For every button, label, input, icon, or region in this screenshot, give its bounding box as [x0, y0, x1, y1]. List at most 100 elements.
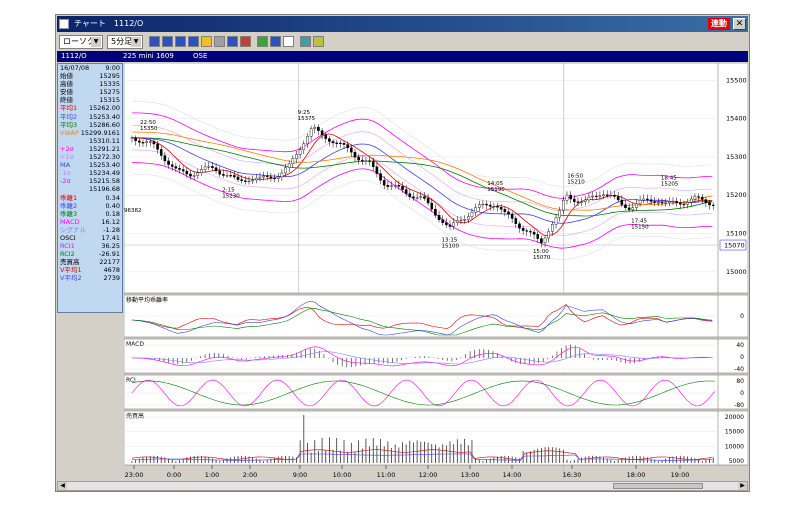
candle-up [254, 177, 258, 181]
indicator-row: 始値 15295 [58, 72, 122, 80]
panel-tick-label: 10000 [725, 443, 744, 450]
options-icon[interactable] [240, 36, 251, 47]
chart-type-select[interactable]: ローソク ▼ [59, 35, 103, 49]
moving-average-3 [132, 137, 713, 217]
candle-up [609, 194, 613, 197]
candle-down [229, 175, 232, 177]
indicator-row: 終値 15315 [58, 96, 122, 104]
candle-up [686, 202, 689, 205]
candle-down [368, 160, 371, 162]
chart-window: チャート 1112/O 連動 ✕ ローソク ▼ 5分足 ▼ 1112/O 225… [55, 14, 750, 492]
candle-down [357, 156, 360, 161]
candle-up [452, 222, 455, 227]
pen-icon[interactable] [257, 36, 268, 47]
indicator-value: -1.28 [103, 225, 120, 234]
annotation-time: 15:00 [533, 249, 549, 255]
annotation-value: 15070 [533, 255, 551, 261]
compare-icon[interactable] [227, 36, 238, 47]
refresh-icon[interactable] [300, 36, 311, 47]
candle-up [287, 163, 291, 168]
bollinger-band-2sigma-upper [132, 112, 713, 199]
chart-line-icon[interactable] [149, 36, 160, 47]
panel-title: RCI [126, 377, 136, 384]
candle-down [218, 170, 222, 175]
chevron-down-icon[interactable]: ▼ [91, 37, 101, 47]
candle-down [178, 168, 181, 170]
candle-up [415, 197, 419, 199]
chart-area[interactable]: 15500 15400 15300 15200 15100 15000 15070 96382… [124, 63, 748, 479]
price-tick-label: 15400 [726, 115, 747, 123]
horizontal-scrollbar[interactable]: ◀ ▶ [57, 481, 748, 491]
candle-down [646, 198, 649, 200]
scroll-thumb[interactable] [613, 483, 703, 489]
macd-signal-line [132, 351, 713, 365]
price-tick-label: 15500 [726, 76, 747, 84]
x-tick-label: 19:00 [671, 471, 690, 479]
bollinger-band-3sigma-lower [132, 173, 713, 261]
eraser-icon[interactable] [283, 36, 294, 47]
candle-up [207, 166, 211, 168]
x-tick-label: 12:00 [419, 471, 438, 479]
chevron-down-icon[interactable]: ▼ [131, 37, 141, 47]
exchange-label: OSE [193, 52, 208, 60]
scroll-left-icon[interactable]: ◀ [58, 482, 67, 490]
candle-down [214, 167, 218, 172]
volume-icon[interactable] [175, 36, 186, 47]
candle-up [280, 172, 284, 178]
indicator-label: 安値 [60, 88, 73, 97]
candle-up [668, 201, 671, 203]
candle-down [360, 159, 364, 162]
candle-up [558, 209, 561, 218]
volume-panel [124, 410, 748, 466]
candle-down [430, 202, 434, 210]
cursor-icon[interactable] [270, 36, 281, 47]
price-tick-label: 15100 [726, 230, 747, 238]
candle-down [346, 144, 349, 149]
candle-down [335, 142, 339, 144]
price-tick-label: 15300 [726, 153, 747, 161]
candle-down [679, 202, 682, 205]
candle-down [485, 203, 488, 206]
candle-down [711, 204, 715, 206]
indicator-label: 乖離2 [60, 201, 78, 210]
macd-panel [124, 338, 748, 374]
annotation-value: 15350 [140, 126, 158, 132]
title-bar[interactable]: チャート 1112/O 連動 ✕ [57, 16, 748, 32]
indicator-label: 平均1 [60, 104, 78, 113]
candle-down [331, 141, 335, 144]
candle-up [562, 200, 565, 211]
indicator-label: 平均3 [60, 120, 78, 129]
x-tick-label: 9:00 [293, 471, 308, 479]
candle-up [693, 196, 697, 200]
candle-down [532, 231, 536, 235]
indicator-label: -2σ [60, 177, 71, 186]
scroll-right-icon[interactable]: ▶ [738, 482, 747, 490]
chart-bar-icon[interactable] [162, 36, 173, 47]
chart-app-icon [59, 19, 69, 29]
window-icon[interactable] [188, 36, 199, 47]
candle-up [463, 219, 466, 221]
interval-select[interactable]: 5分足 ▼ [107, 35, 143, 49]
indicator-value: 15272.30 [88, 153, 120, 162]
zoom-icon[interactable] [201, 36, 212, 47]
indicator-label: MACD [60, 217, 80, 226]
candle-down [576, 201, 580, 203]
close-button[interactable]: ✕ [733, 18, 746, 30]
indicator-row: -2σ 15215.58 [58, 177, 122, 185]
indicator-label: OSCI [60, 233, 76, 242]
candle-up [258, 176, 262, 179]
candle-up [477, 204, 481, 208]
indicator-row: 15196.68 [58, 185, 122, 193]
settings-icon[interactable] [313, 36, 324, 47]
candle-up [148, 141, 152, 143]
candle-up [565, 194, 569, 201]
grid-icon[interactable] [214, 36, 225, 47]
candle-up [284, 167, 287, 174]
rendo-link-button[interactable]: 連動 [708, 18, 730, 30]
x-tick-label: 2:00 [243, 471, 258, 479]
indicator-label: 高値 [60, 80, 73, 89]
candle-down [708, 202, 711, 206]
price-panel [124, 63, 748, 294]
candle-down [324, 134, 328, 139]
annotation-time: 18:45 [661, 175, 677, 181]
